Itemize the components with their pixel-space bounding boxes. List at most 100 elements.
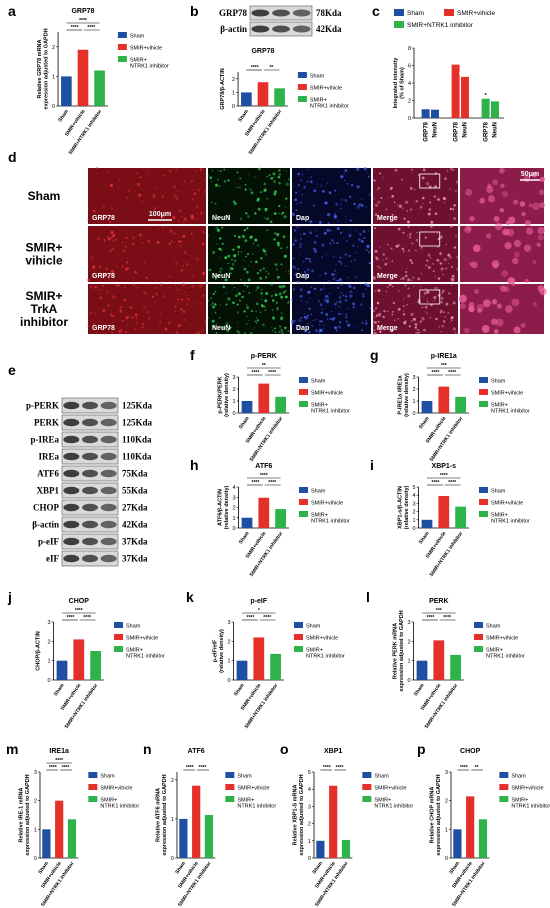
legend-label: SMIR+NTRK1 inhibitor bbox=[126, 648, 165, 660]
cell bbox=[216, 274, 220, 278]
cell bbox=[537, 226, 545, 235]
blot-band bbox=[82, 418, 98, 427]
y-tick-label: 0 bbox=[408, 678, 411, 684]
cell bbox=[186, 185, 188, 188]
cell bbox=[407, 235, 409, 237]
cell bbox=[373, 198, 375, 200]
cell bbox=[449, 188, 451, 190]
cell bbox=[309, 325, 312, 327]
cell bbox=[110, 269, 114, 273]
cell bbox=[492, 263, 499, 269]
cell bbox=[276, 241, 280, 245]
cell bbox=[296, 327, 299, 330]
cell bbox=[246, 285, 249, 288]
cell bbox=[276, 306, 279, 310]
cell bbox=[229, 327, 232, 329]
cell bbox=[135, 286, 138, 289]
cell bbox=[262, 267, 265, 270]
cell bbox=[196, 247, 198, 249]
cell bbox=[272, 330, 274, 332]
y-tick-label: 1 bbox=[232, 90, 235, 96]
cell bbox=[414, 326, 417, 329]
cell bbox=[211, 302, 214, 305]
cell bbox=[439, 313, 441, 315]
bar bbox=[438, 496, 450, 528]
cell bbox=[155, 292, 159, 296]
cell bbox=[442, 311, 445, 314]
blot-size: 110Kda bbox=[122, 435, 152, 445]
cell bbox=[109, 249, 112, 253]
cell bbox=[333, 214, 337, 218]
legend-label: SMIR+vihicle bbox=[486, 636, 518, 642]
cell bbox=[112, 314, 116, 318]
cell bbox=[445, 302, 449, 306]
y-tick-label: 2 bbox=[34, 799, 37, 805]
cell bbox=[455, 331, 457, 334]
cell bbox=[232, 301, 235, 305]
cell bbox=[161, 195, 164, 198]
cell bbox=[234, 294, 238, 298]
cell bbox=[109, 183, 114, 188]
cell bbox=[280, 247, 283, 250]
cell bbox=[468, 305, 475, 313]
cell bbox=[319, 221, 322, 224]
cell bbox=[315, 234, 318, 237]
bar bbox=[258, 383, 270, 413]
cell bbox=[131, 316, 134, 319]
channel-label: NeuN bbox=[212, 325, 230, 332]
bar bbox=[236, 660, 248, 680]
cell bbox=[246, 306, 249, 309]
cell bbox=[412, 312, 414, 314]
cell bbox=[236, 186, 238, 189]
y-tick-label: 2 bbox=[171, 778, 174, 784]
legend-swatch bbox=[88, 772, 98, 778]
cell bbox=[365, 206, 367, 208]
cell bbox=[348, 195, 352, 198]
cell bbox=[238, 235, 241, 239]
cell bbox=[265, 292, 269, 295]
cell bbox=[320, 320, 323, 323]
cell bbox=[365, 322, 368, 325]
y-tick-label: 2 bbox=[413, 387, 416, 393]
cell bbox=[281, 332, 284, 335]
cell bbox=[237, 322, 239, 324]
cell bbox=[447, 263, 450, 265]
cell bbox=[382, 253, 385, 256]
cell bbox=[225, 292, 227, 294]
cell bbox=[183, 180, 186, 183]
bar bbox=[438, 386, 450, 413]
cell bbox=[338, 305, 341, 308]
cell bbox=[362, 230, 366, 233]
cell bbox=[236, 330, 239, 333]
cell bbox=[255, 302, 259, 306]
x-tick-label: SMIR+NTRK1 inhibitor bbox=[244, 683, 280, 730]
cell bbox=[288, 270, 290, 272]
micrograph bbox=[88, 284, 206, 334]
cell bbox=[186, 303, 189, 306]
blot-band bbox=[82, 537, 98, 546]
cell bbox=[501, 190, 509, 198]
cell bbox=[387, 310, 389, 313]
cell bbox=[377, 200, 381, 204]
cell bbox=[208, 300, 210, 302]
cell bbox=[125, 267, 129, 271]
cell bbox=[299, 295, 302, 298]
cell bbox=[229, 266, 232, 269]
cell bbox=[341, 312, 343, 315]
cell bbox=[245, 211, 248, 215]
cell bbox=[310, 176, 313, 179]
cell bbox=[168, 286, 172, 290]
y-tick-label: 3 bbox=[48, 620, 51, 626]
cell bbox=[419, 205, 423, 209]
cell bbox=[96, 272, 99, 275]
cell bbox=[165, 328, 168, 330]
cell bbox=[121, 319, 125, 323]
cell bbox=[437, 277, 441, 280]
legend-label: SMIR+vihicle bbox=[310, 86, 342, 92]
cell bbox=[361, 329, 363, 332]
cell bbox=[521, 211, 526, 217]
y-axis-label: ATF6/β-ACTIN(relative density) bbox=[217, 485, 230, 529]
cell bbox=[171, 269, 173, 271]
cell bbox=[212, 250, 216, 254]
cell bbox=[300, 179, 303, 182]
